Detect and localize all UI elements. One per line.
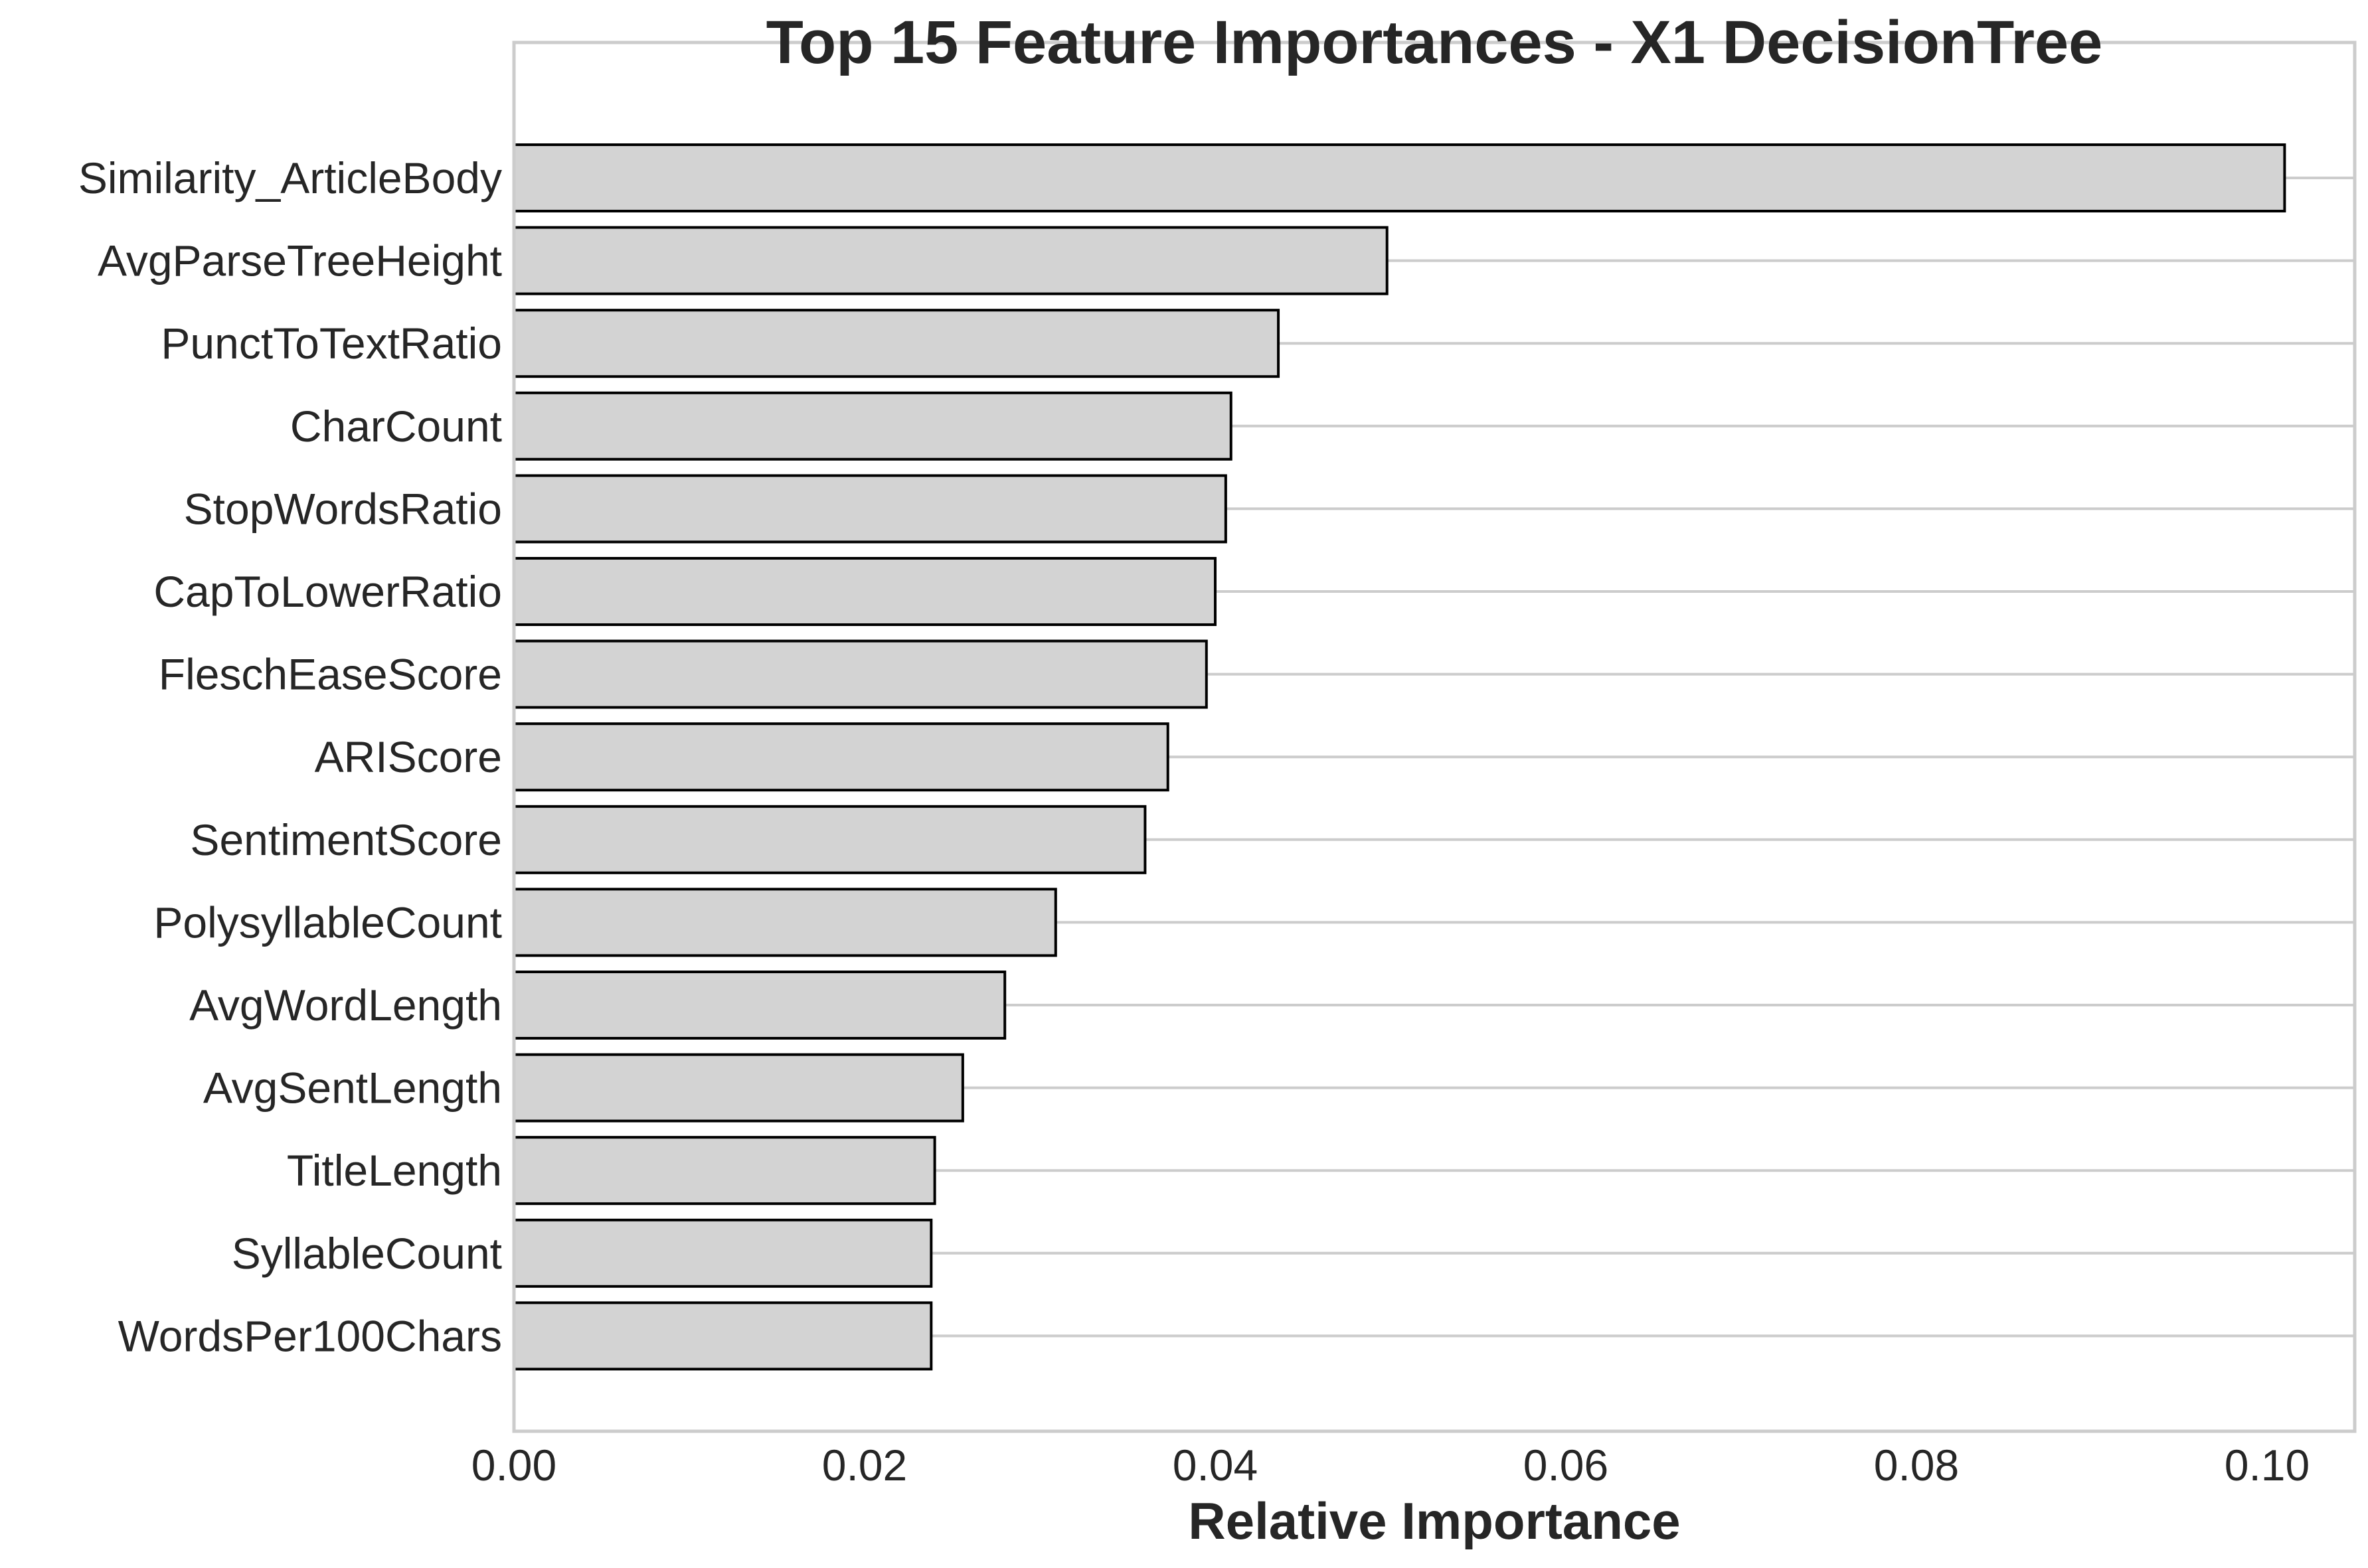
bar-puncttotextratio	[513, 309, 1280, 378]
x-tick-label: 0.02	[822, 1441, 907, 1490]
category-label: SyllableCount	[232, 1229, 502, 1278]
bar-avgsentlength	[513, 1053, 964, 1123]
category-label: FleschEaseScore	[159, 650, 502, 699]
x-tick-label: 0.04	[1173, 1441, 1258, 1490]
x-axis-label: Relative Importance	[1188, 1492, 1680, 1550]
bar-flescheasescore	[513, 639, 1208, 709]
bar-ariscore	[513, 722, 1169, 792]
chart-title: Top 15 Feature Importances - X1 Decision…	[766, 9, 2103, 76]
x-tick-label: 0.06	[1523, 1441, 1608, 1490]
category-label: AvgSentLength	[203, 1063, 502, 1113]
category-label: AvgWordLength	[189, 980, 502, 1030]
bar-similarity-articlebody	[513, 143, 2286, 212]
category-label: StopWordsRatio	[184, 484, 502, 533]
category-label: AvgParseTreeHeight	[98, 236, 502, 285]
category-label: ARIScore	[315, 732, 502, 781]
bar-layer	[513, 143, 2286, 1371]
x-tick-label: 0.00	[471, 1441, 556, 1490]
bar-avgparsetreeheight	[513, 226, 1389, 295]
bar-syllablecount	[513, 1218, 933, 1288]
bar-avgwordlength	[513, 971, 1007, 1040]
x-tick-label: 0.08	[1874, 1441, 1959, 1490]
bar-captolowerratio	[513, 557, 1217, 626]
category-label: PunctToTextRatio	[161, 319, 502, 368]
category-label: CharCount	[290, 402, 502, 451]
x-tick-labels: 0.00 0.02 0.04 0.06 0.08 0.10	[471, 1441, 2310, 1490]
category-label: PolysyllableCount	[153, 898, 502, 947]
bar-polysyllablecount	[513, 888, 1057, 957]
bar-wordsper100chars	[513, 1301, 933, 1371]
bar-stopwordsratio	[513, 474, 1227, 544]
category-label: TitleLength	[287, 1146, 502, 1195]
category-label: Similarity_ArticleBody	[78, 153, 502, 202]
category-label: CapToLowerRatio	[153, 567, 502, 616]
plot-frame	[512, 40, 2357, 1433]
x-tick-label: 0.10	[2225, 1441, 2310, 1490]
bar-titlelength	[513, 1136, 936, 1206]
category-labels: Similarity_ArticleBody AvgParseTreeHeight…	[78, 153, 502, 1360]
bar-sentimentscore	[513, 805, 1147, 874]
category-label: WordsPer100Chars	[118, 1311, 502, 1360]
bar-charcount	[513, 391, 1232, 461]
category-label: SentimentScore	[190, 815, 502, 864]
